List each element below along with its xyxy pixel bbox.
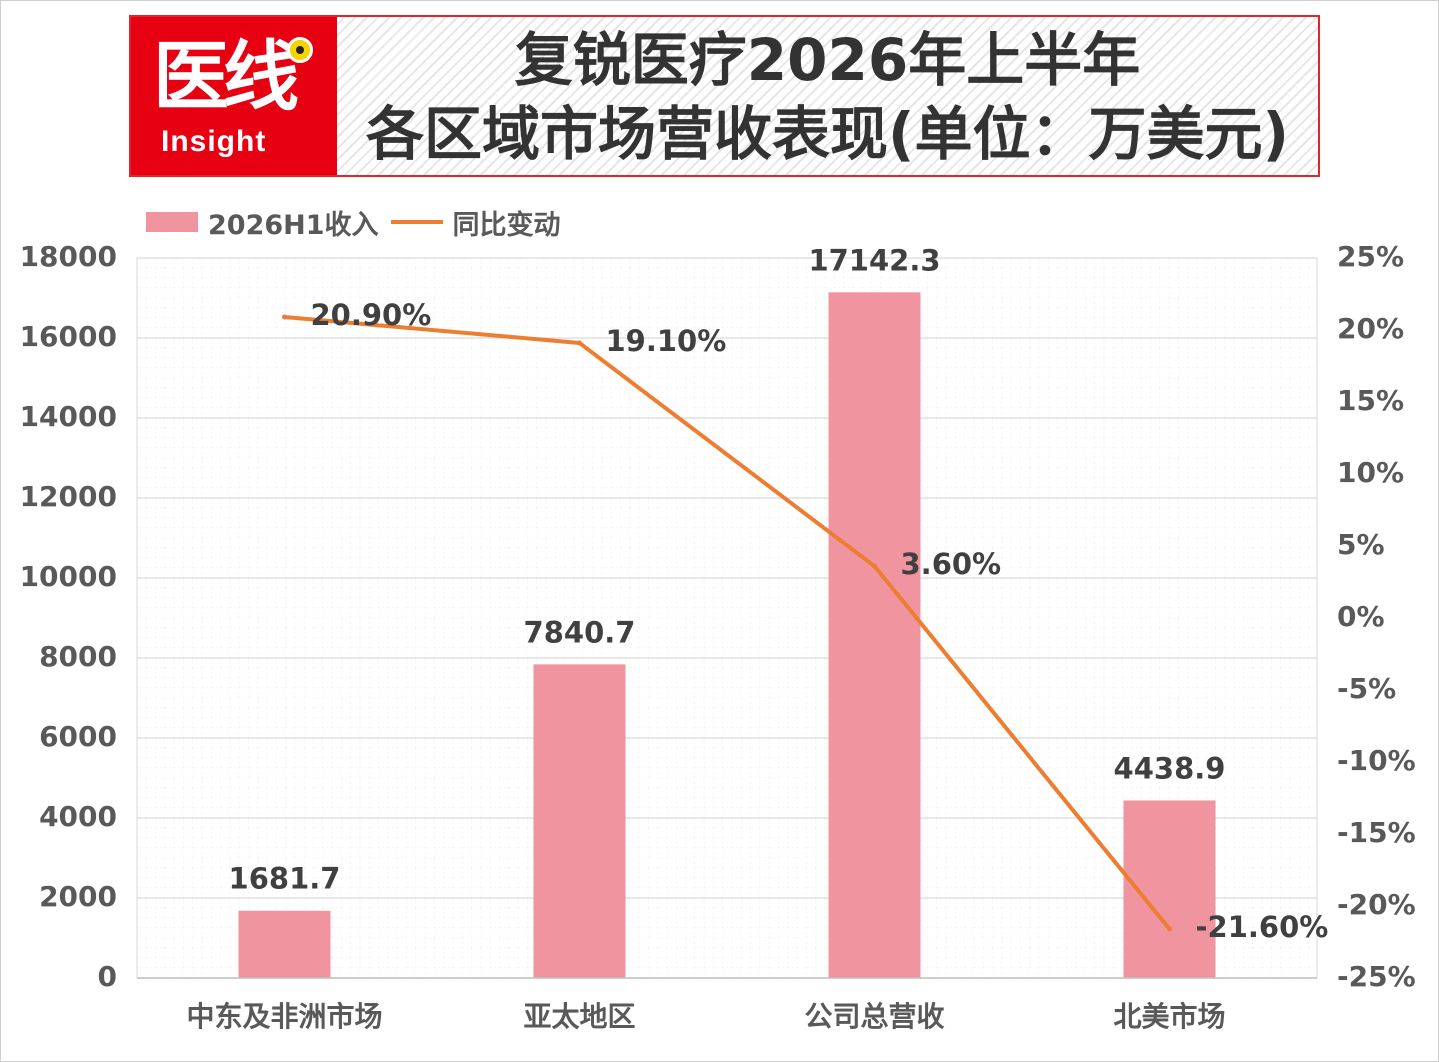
line-value-label: 20.90%: [311, 298, 432, 332]
category-label: 北美市场: [1113, 1000, 1225, 1033]
category-label: 公司总营收: [804, 1000, 944, 1033]
line-series: [282, 314, 1172, 932]
bar-value-label: 1681.7: [229, 862, 341, 896]
bar-value-label: 17142.3: [808, 243, 940, 277]
bar-value-label: 7840.7: [524, 615, 636, 649]
legend-bar-swatch: [146, 212, 198, 232]
left-axis-tick-label: 18000: [20, 240, 117, 273]
right-axis-tick-label: 20%: [1337, 312, 1404, 345]
logo-sub-text: Insight: [161, 125, 267, 158]
line-value-label: 3.60%: [901, 547, 1002, 581]
right-axis-tick-label: -20%: [1337, 888, 1416, 921]
left-axis-tick-label: 6000: [39, 720, 117, 753]
line-value-label: 19.10%: [606, 324, 727, 358]
bar: [533, 664, 626, 978]
left-axis-tick-label: 10000: [20, 560, 117, 593]
right-axis-tick-label: -5%: [1337, 672, 1396, 705]
plot-area: [136, 257, 1318, 979]
axes: 0 2000 4000 6000 8000 10000 12000 14000 16000 180…: [20, 240, 1416, 1033]
brand-logo: 医线 Insight: [131, 17, 337, 175]
logo-main-text: 医线: [153, 32, 299, 121]
legend-line-label: 同比变动: [452, 209, 561, 241]
line-point: [282, 314, 287, 320]
bar-value-label: 4438.9: [1114, 751, 1226, 785]
yoy-change-line: [284, 315, 1172, 931]
category-label: 中东及非洲市场: [186, 1000, 382, 1033]
line-point: [1167, 926, 1172, 932]
bar: [238, 910, 331, 978]
right-axis-tick-label: 0%: [1337, 600, 1385, 633]
right-axis-tick-label: 15%: [1337, 384, 1404, 417]
category-label: 亚太地区: [523, 1000, 635, 1033]
right-axis-tick-label: 5%: [1337, 528, 1385, 561]
right-axis-tick-label: -10%: [1337, 744, 1416, 777]
chart-title-line-1: 复锐医疗2026年上半年: [514, 26, 1141, 94]
left-axis-tick-label: 8000: [39, 640, 117, 673]
legend-line-swatch: [390, 220, 443, 224]
chart-title-line-2: 各区域市场营收表现(单位：万美元): [365, 100, 1290, 168]
right-axis-tick-label: 25%: [1337, 240, 1404, 273]
left-axis-tick-label: 12000: [20, 480, 117, 513]
line-point: [872, 563, 877, 569]
logo-eye-icon: [287, 37, 313, 63]
data-labels: 1681.7 7840.7 17142.3 4438.9 20.90% 19.10% 3.6…: [229, 243, 1329, 944]
bar: [828, 292, 921, 979]
left-axis-tick-label: 14000: [20, 400, 117, 433]
left-axis-tick-label: 2000: [39, 880, 117, 913]
line-point: [577, 340, 582, 346]
legend-bar-label: 2026H1收入: [208, 209, 379, 241]
line-value-label: -21.60%: [1196, 910, 1329, 944]
chart-legend: 2026H1收入 同比变动: [146, 202, 561, 242]
right-axis-tick-label: -15%: [1337, 816, 1416, 849]
left-axis-tick-label: 0: [98, 960, 117, 993]
title-banner: 医线 Insight 复锐医疗2026年上半年 各区域市场营收表现(单位：万美元…: [129, 15, 1320, 177]
left-axis-tick-label: 4000: [39, 800, 117, 833]
right-axis-tick-label: -25%: [1337, 960, 1416, 993]
left-axis-tick-label: 16000: [20, 320, 117, 353]
right-axis-tick-label: 10%: [1337, 456, 1404, 489]
